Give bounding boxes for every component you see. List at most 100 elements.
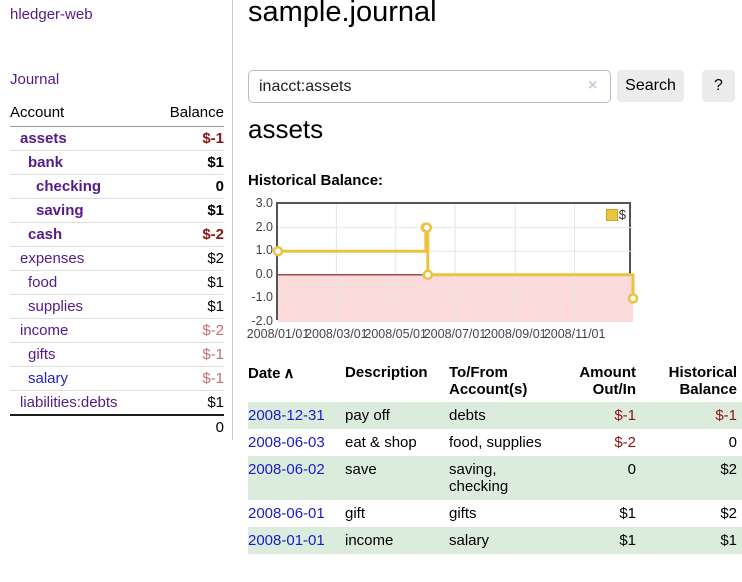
register-accounts-cell: salary — [449, 532, 490, 549]
register-table: Date ∧ Description To/From Account(s) Amo… — [248, 358, 742, 554]
register-description-cell: income — [345, 532, 394, 549]
y-axis-tick: -1.0 — [251, 290, 273, 305]
account-row: liabilities:debts $1 — [10, 390, 224, 416]
register-balance-cell: $2 — [720, 505, 737, 522]
accounts-total-value: 0 — [152, 414, 224, 439]
x-axis-tick: 2008/09/01 — [484, 327, 547, 341]
register-date-link[interactable]: 2008-12-31 — [248, 407, 325, 424]
account-link[interactable]: cash — [28, 226, 63, 243]
register-description-cell: gift — [345, 505, 366, 522]
account-row: salary $-1 — [10, 366, 224, 391]
register-date-link[interactable]: 2008-06-02 — [248, 461, 325, 478]
account-link[interactable]: liabilities:debts — [20, 394, 118, 411]
register-date-cell: 2008-06-02 — [248, 456, 345, 500]
account-balance: $1 — [207, 202, 224, 219]
register-description-cell: save — [345, 461, 377, 478]
y-axis-tick: -2.0 — [251, 314, 273, 328]
chart-plot-area: $ — [272, 202, 639, 322]
account-balance: $1 — [207, 154, 224, 171]
sort-ascending-icon: ∧ — [283, 365, 295, 382]
account-balance: $-1 — [202, 346, 224, 363]
clear-search-icon[interactable]: × — [588, 77, 598, 94]
x-axis-tick: 2008/03/01 — [305, 327, 368, 341]
account-link[interactable]: bank — [28, 154, 64, 171]
register-date-cell: 2008-01-01 — [248, 527, 345, 554]
register-header-balance: Historical Balance — [668, 364, 737, 398]
register-row[interactable]: 2008-06-03 eat & shop food, supplies $-2 0 — [248, 429, 742, 456]
register-row[interactable]: 2008-06-02 save saving, checking 0 $2 — [248, 456, 742, 500]
register-balance-cell: $1 — [720, 532, 737, 549]
series-swatch-icon — [605, 208, 618, 221]
account-balance: $-1 — [202, 130, 224, 147]
register-header-description: Description — [345, 364, 428, 381]
accounts-table: Account Balance assets $-1 bank $1 checking 0… — [10, 102, 224, 439]
balance-chart: $ 3.0 2.0 1.0 0.0 -1.0 -2.0 2008/01/01 2008/03… — [246, 196, 742, 348]
account-row: expenses $2 — [10, 246, 224, 271]
x-axis-tick: 2008/01/01 — [246, 327, 310, 341]
account-link[interactable]: food — [28, 274, 58, 291]
register-row[interactable]: 2008-01-01 income salary $1 $1 — [248, 527, 742, 554]
register-date-link[interactable]: 2008-06-03 — [248, 434, 325, 451]
y-axis-tick: 0.0 — [255, 266, 273, 281]
account-link[interactable]: assets — [20, 130, 67, 147]
account-balance: $-1 — [202, 370, 224, 387]
register-amount-cell: 0 — [627, 461, 636, 478]
chart-legend: $ — [605, 207, 626, 222]
account-balance: $-2 — [202, 226, 224, 243]
account-row: food $1 — [10, 270, 224, 295]
register-date-link[interactable]: 2008-06-01 — [248, 505, 325, 522]
register-header-amount: Amount Out/In — [579, 364, 636, 398]
register-header-row: Date ∧ Description To/From Account(s) Amo… — [248, 358, 742, 402]
register-date-cell: 2008-06-03 — [248, 429, 345, 456]
accounts-header-row: Account Balance — [10, 102, 224, 127]
y-axis-tick: 3.0 — [255, 196, 273, 210]
account-row: assets $-1 — [10, 126, 224, 151]
register-date-cell: 2008-12-31 — [248, 402, 345, 429]
x-axis-tick: 2008/11/01 — [543, 327, 606, 341]
account-link[interactable]: gifts — [28, 346, 56, 363]
account-balance: $1 — [207, 298, 224, 315]
account-heading: assets — [248, 114, 324, 144]
search-button[interactable]: Search — [617, 70, 684, 102]
account-row: income $-2 — [10, 318, 224, 343]
x-axis-tick: 2008/05/01 — [364, 327, 427, 341]
account-row: saving $1 — [10, 198, 224, 223]
account-link[interactable]: saving — [36, 202, 84, 219]
account-balance: $1 — [207, 274, 224, 291]
register-balance-cell: $2 — [720, 461, 737, 478]
y-axis-tick: 2.0 — [255, 219, 273, 234]
register-amount-cell: $-1 — [614, 407, 636, 424]
legend-label: $ — [618, 207, 626, 222]
account-link[interactable]: checking — [36, 178, 102, 195]
register-header-date[interactable]: Date ∧ — [248, 358, 345, 402]
accounts-total-row: 0 — [10, 414, 224, 439]
account-link[interactable]: income — [20, 322, 69, 339]
accounts-header-account: Account — [10, 102, 153, 127]
register-row[interactable]: 2008-06-01 gift gifts $1 $2 — [248, 500, 742, 527]
register-balance-cell: $-1 — [715, 407, 737, 424]
nav-journal-link[interactable]: Journal — [10, 71, 60, 88]
register-accounts-cell: gifts — [449, 505, 477, 522]
account-row: bank $1 — [10, 150, 224, 175]
register-row[interactable]: 2008-12-31 pay off debts $-1 $-1 — [248, 402, 742, 429]
register-accounts-cell: food, supplies — [449, 434, 542, 451]
date-header-label: Date — [248, 365, 281, 382]
accounts-header-balance: Balance — [152, 102, 224, 127]
account-balance: $2 — [207, 250, 224, 267]
account-balance: $-2 — [202, 322, 224, 339]
account-link[interactable]: supplies — [28, 298, 84, 315]
brand-link[interactable]: hledger-web — [10, 6, 93, 23]
register-date-link[interactable]: 2008-01-01 — [248, 532, 325, 549]
account-link[interactable]: salary — [28, 370, 69, 387]
search-input[interactable] — [248, 70, 611, 103]
account-link[interactable]: expenses — [20, 250, 85, 267]
page-title: sample.journal — [248, 0, 437, 28]
register-amount-cell: $1 — [619, 532, 636, 549]
chart-series-graphic — [272, 204, 639, 322]
register-amount-cell: $-2 — [614, 434, 636, 451]
register-date-cell: 2008-06-01 — [248, 500, 345, 527]
register-description-cell: eat & shop — [345, 434, 417, 451]
register-description-cell: pay off — [345, 407, 390, 424]
help-button[interactable]: ? — [702, 70, 735, 102]
account-row: checking 0 — [10, 174, 224, 199]
